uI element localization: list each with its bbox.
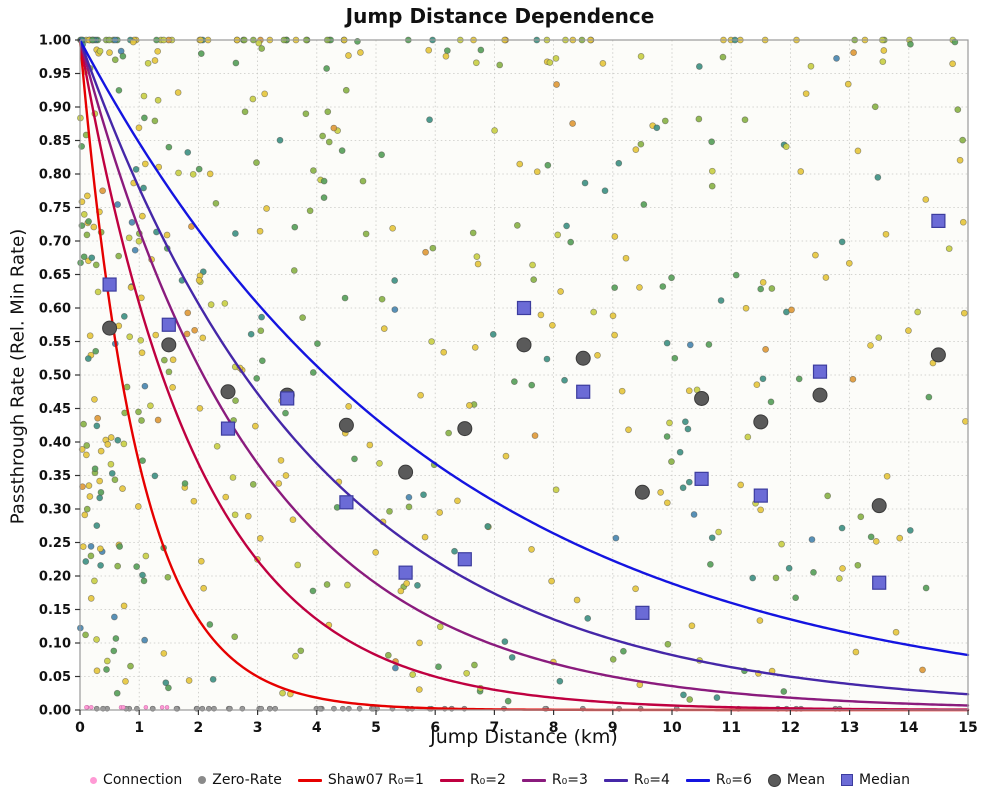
- y-tick-label: 0.30: [39, 503, 71, 518]
- x-tick-label: 1: [134, 720, 144, 736]
- legend-label: R₀=2: [469, 772, 506, 788]
- legend-label: R₀=3: [551, 772, 588, 788]
- y-tick-label: 0.75: [39, 201, 71, 216]
- grid-lines: [80, 40, 968, 710]
- plot-area: 0 1 2 3 4 5 6 7 8 9 10 11 12 13 14 150.000.050.100.150.…: [39, 34, 978, 737]
- curve-r-4: [78, 38, 970, 696]
- legend-label: Mean: [786, 772, 826, 788]
- y-tick-label: 0.00: [39, 704, 71, 719]
- x-tick-label: 3: [253, 720, 263, 736]
- y-tick-label: 0.70: [39, 235, 71, 250]
- y-tick-label: 0.60: [39, 302, 71, 317]
- y-tick-label: 0.50: [39, 369, 71, 384]
- legend-swatch-line: [439, 778, 464, 782]
- axis-ticks: 0 1 2 3 4 5 6 7 8 9 10 11 12 13 14 150.000.050.100.150.…: [39, 34, 978, 737]
- legend-label: R₀=6: [715, 772, 752, 788]
- legend-item-r-3: R₀=3: [521, 772, 588, 788]
- y-tick-label: 0.25: [39, 536, 71, 551]
- x-tick-label: 10: [662, 720, 682, 736]
- legend-swatch-square-big: [841, 774, 854, 786]
- y-tick-label: 0.80: [39, 168, 71, 183]
- y-tick-label: 0.45: [39, 402, 71, 417]
- legend-item-connection: Connection: [90, 772, 182, 788]
- y-tick-label: 0.85: [39, 134, 71, 149]
- y-tick-label: 0.55: [39, 335, 71, 350]
- legend-item-median: Median: [841, 772, 910, 788]
- median-markers: [102, 213, 946, 620]
- y-tick-label: 0.65: [39, 268, 71, 283]
- y-tick-label: 1.00: [39, 34, 71, 49]
- curve-r-3: [78, 38, 970, 707]
- y-tick-label: 0.35: [39, 469, 71, 484]
- legend-item-mean: Mean: [767, 772, 826, 788]
- scatter-points: [77, 36, 969, 705]
- legend-label: Zero-Rate: [212, 772, 282, 788]
- x-tick-label: 5: [371, 720, 381, 736]
- legend-swatch-line: [685, 778, 710, 782]
- legend-item-r-4: R₀=4: [603, 772, 670, 788]
- legend-label: Connection: [103, 772, 183, 788]
- y-tick-label: 0.15: [39, 603, 71, 618]
- x-tick-label: 4: [312, 720, 322, 736]
- y-tick-label: 0.10: [39, 637, 71, 652]
- x-tick-label: 15: [958, 720, 977, 736]
- legend-swatch-dot: [198, 776, 207, 784]
- legend-swatch-dot-small: [90, 776, 98, 784]
- legend-swatch-line: [603, 778, 628, 782]
- x-tick-label: 6: [430, 720, 440, 736]
- chart-title: Jump Distance Dependence: [345, 4, 655, 28]
- x-tick-label: 9: [608, 720, 618, 736]
- legend-label: Shaw07 R₀=1: [327, 772, 424, 788]
- x-tick-label: 12: [781, 720, 800, 736]
- x-tick-label: 7: [490, 720, 500, 736]
- x-tick-label: 11: [721, 720, 740, 736]
- legend-item-zero-rate: Zero-Rate: [198, 772, 282, 788]
- legend-item-shaw07-r-1: Shaw07 R₀=1: [297, 772, 424, 788]
- y-tick-label: 0.90: [39, 101, 71, 116]
- legend-swatch-line: [521, 778, 546, 782]
- y-tick-label: 0.05: [39, 670, 71, 685]
- x-tick-label: 8: [549, 720, 559, 736]
- legend-swatch-line: [297, 778, 322, 782]
- x-tick-label: 13: [840, 720, 859, 736]
- y-tick-label: 0.40: [39, 436, 71, 451]
- x-axis-label: Jump Distance (km): [430, 726, 618, 748]
- y-tick-label: 0.95: [39, 67, 71, 82]
- legend-label: Median: [859, 772, 910, 788]
- connection-points: [84, 705, 170, 710]
- legend-item-r-6: R₀=6: [685, 772, 752, 788]
- legend-label: R₀=4: [633, 772, 670, 788]
- legend: Connection Zero-Rate Shaw07 R₀=1 R₀=2 R₀=3 R₀…: [0, 772, 1000, 788]
- y-tick-label: 0.20: [39, 570, 71, 585]
- x-tick-label: 14: [899, 720, 919, 736]
- legend-swatch-circle-big: [767, 773, 781, 787]
- x-tick-label: 2: [194, 720, 204, 736]
- legend-item-r-2: R₀=2: [439, 772, 506, 788]
- x-tick-label: 0: [75, 720, 85, 736]
- curve-r-6: [78, 38, 970, 657]
- curve-r-2: [78, 38, 970, 711]
